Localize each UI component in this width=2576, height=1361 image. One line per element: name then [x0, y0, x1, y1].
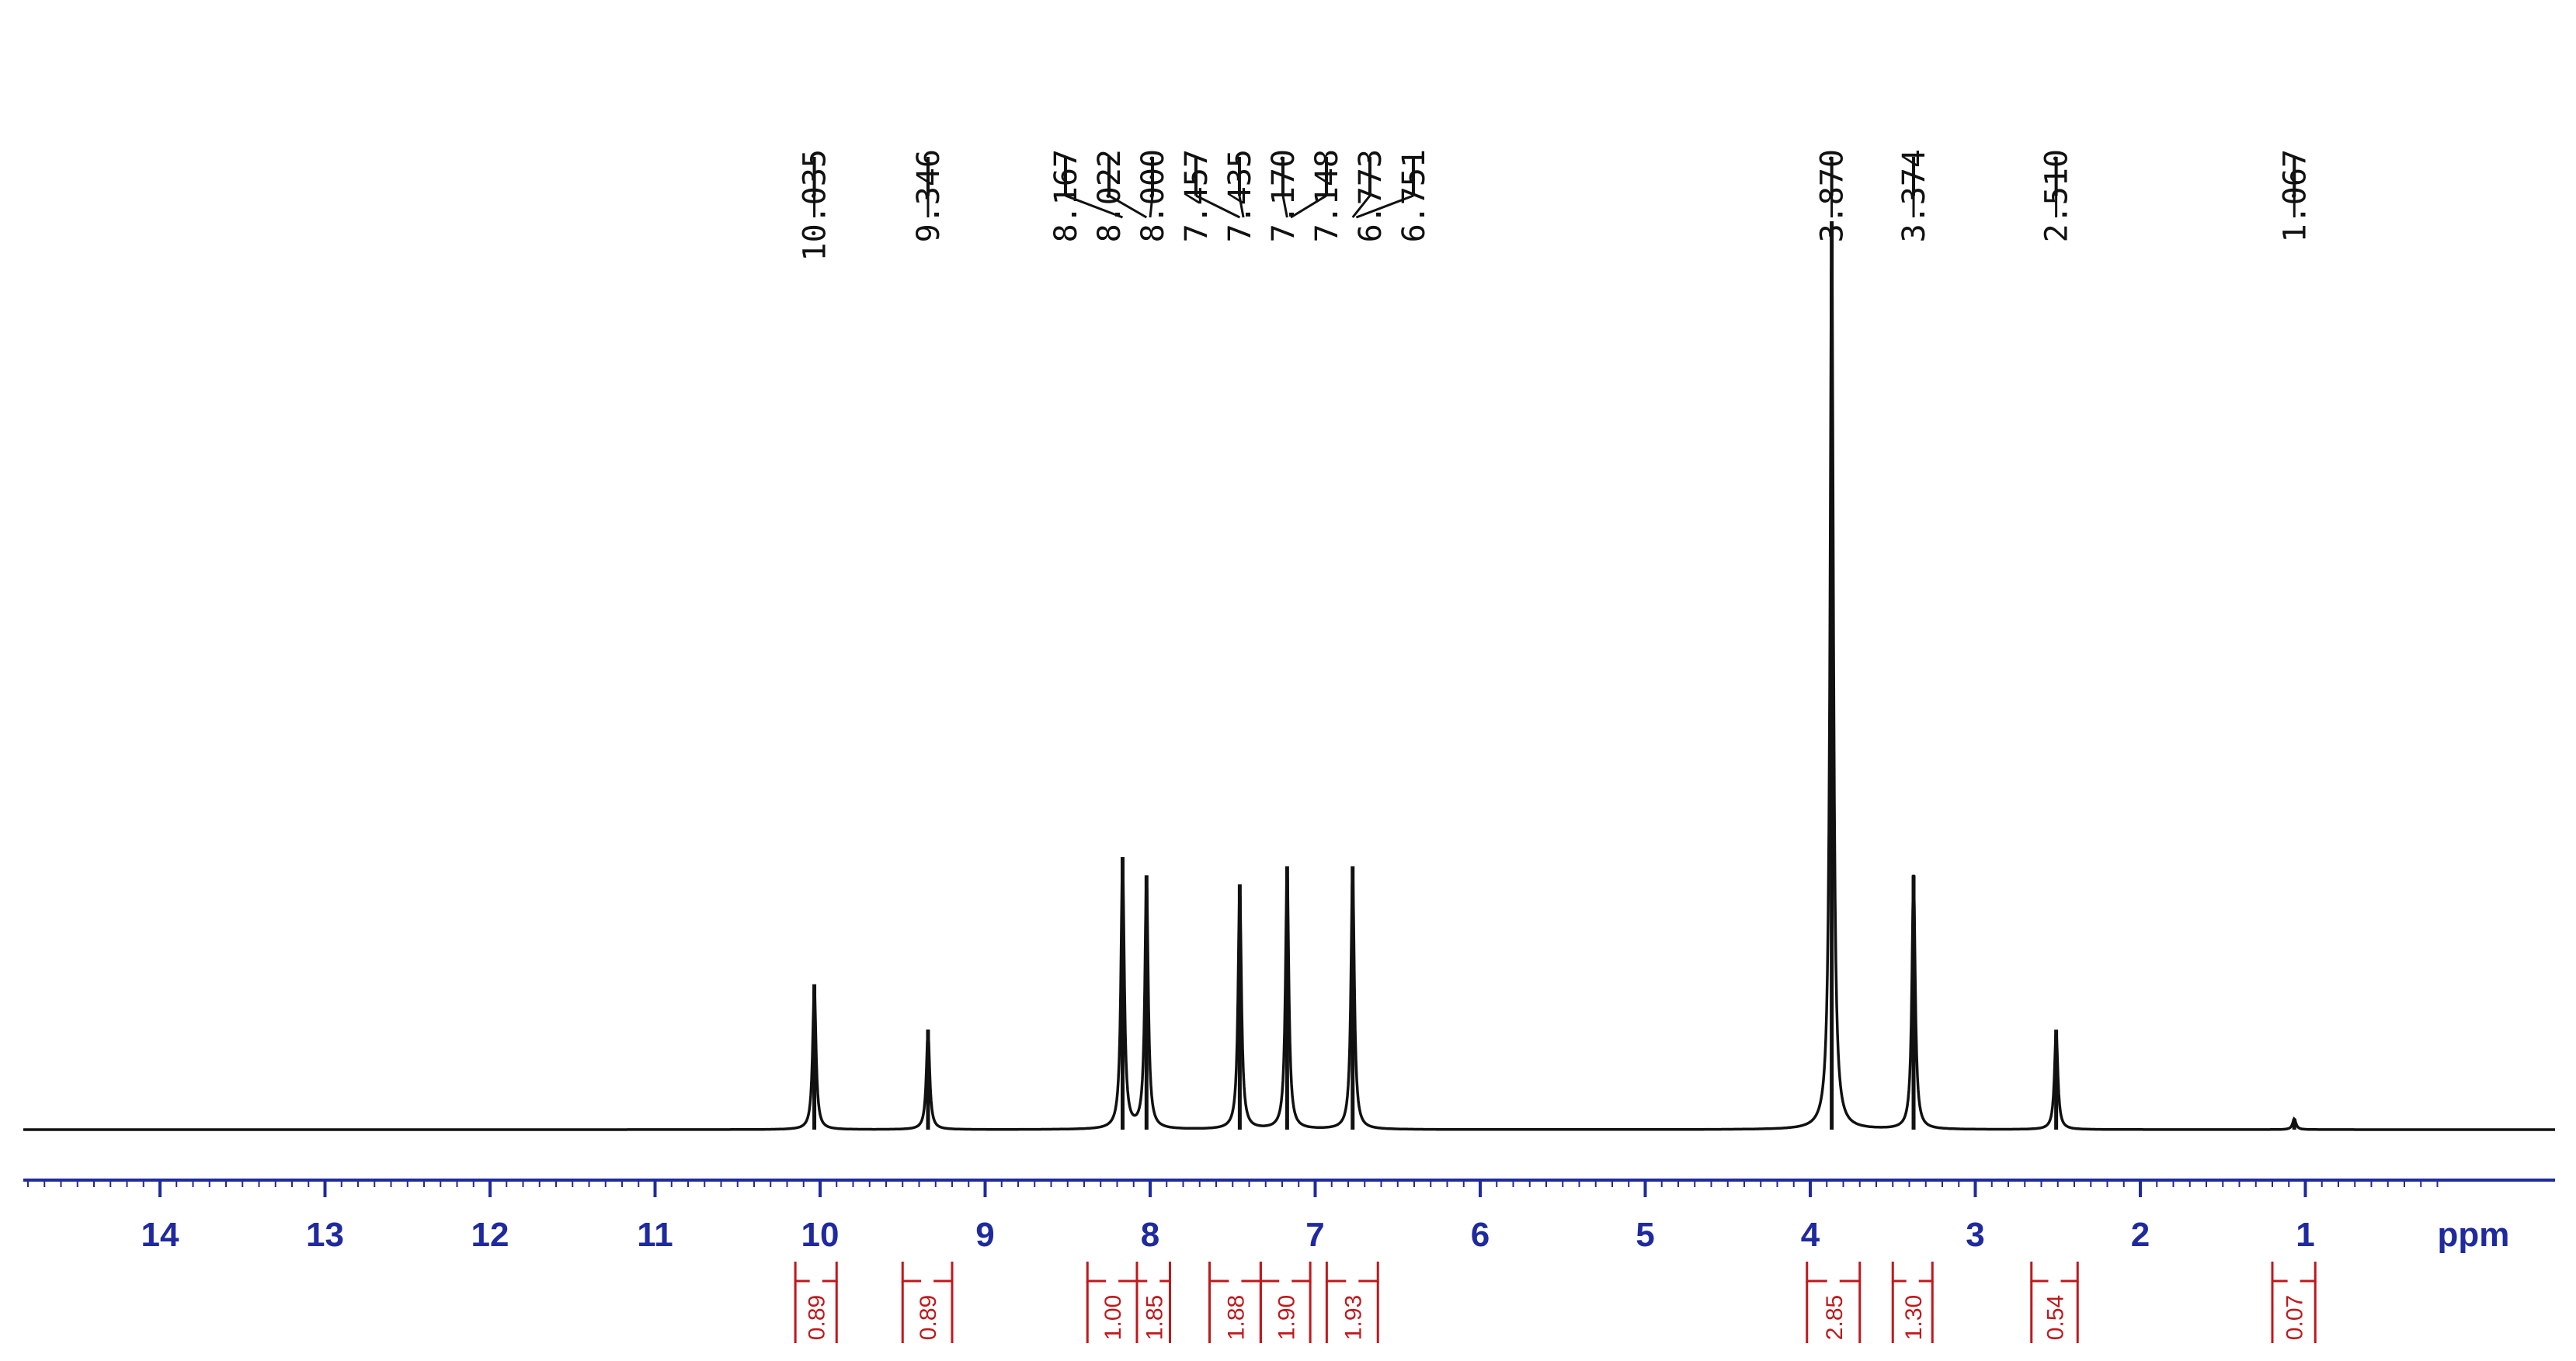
peak-label-group: 7.170: [1266, 149, 1302, 242]
peak-label-group: 8.167: [1048, 149, 1124, 242]
integral-group: 1.88: [1208, 1262, 1262, 1343]
peak-leader-slant: [1195, 194, 1241, 219]
integral-value-1.88: 1.88: [1223, 1295, 1249, 1340]
integral-value-0.54: 0.54: [2043, 1295, 2069, 1340]
peak-label-group: 10.035: [798, 149, 833, 262]
peak-leader-slant: [1290, 194, 1327, 219]
x-tick-label-2: 2: [2131, 1216, 2150, 1254]
x-tick-label-3: 3: [1966, 1216, 1984, 1254]
x-tick-label-7: 7: [1305, 1216, 1324, 1254]
peak-leader-slant: [1355, 194, 1414, 219]
integral-value-1.85: 1.85: [1142, 1295, 1167, 1340]
peak-label-group: 7.148: [1290, 149, 1345, 242]
integral-group: 1.93: [1325, 1262, 1379, 1343]
integral-value-0.89: 0.89: [805, 1295, 830, 1340]
integral-group: 1.90: [1259, 1262, 1312, 1343]
integral-value-1.93: 1.93: [1340, 1295, 1366, 1340]
peak-leader-slant: [1149, 195, 1154, 218]
integral-group: 1.00: [1086, 1262, 1139, 1343]
integral-group: 0.54: [2030, 1262, 2079, 1343]
x-axis-unit-label: ppm: [2438, 1216, 2510, 1254]
x-tick-label-13: 13: [306, 1216, 344, 1254]
integral-bracket: [2271, 1262, 2317, 1283]
x-tick-label-6: 6: [1471, 1216, 1490, 1254]
integral-value-0.89: 0.89: [916, 1295, 941, 1340]
integral-value-1.30: 1.30: [1901, 1295, 1927, 1340]
integral-bracket: [1259, 1262, 1312, 1283]
x-tick-label-12: 12: [471, 1216, 509, 1254]
integral-group: 1.85: [1135, 1262, 1171, 1343]
integral-bracket: [1325, 1262, 1379, 1283]
x-tick-label-4: 4: [1801, 1216, 1820, 1254]
integral-value-1.90: 1.90: [1274, 1295, 1299, 1340]
integral-bracket: [1086, 1262, 1139, 1283]
integral-group: 0.89: [901, 1262, 954, 1343]
integral-value-0.07: 0.07: [2282, 1295, 2308, 1340]
integral-bracket: [1806, 1262, 1862, 1283]
peak-label-group: 3.374: [1896, 149, 1932, 242]
integral-group: 1.30: [1891, 1262, 1934, 1343]
peak-label-group: 2.510: [2039, 149, 2075, 242]
x-axis: 14 13 12 11 10 9 8 7 6 5 4 3 2 1 ppm: [23, 1179, 2555, 1254]
integral-bracket: [1135, 1262, 1171, 1283]
peak-label-group: 6.773: [1351, 149, 1389, 242]
integral-group: 0.89: [794, 1262, 838, 1343]
integral-bracket: [901, 1262, 954, 1283]
integral-group: 2.85: [1806, 1262, 1862, 1343]
integral-value-1.00: 1.00: [1100, 1295, 1126, 1340]
peak-label-group: 7.457: [1179, 149, 1241, 242]
integral-bracket: [1891, 1262, 1934, 1283]
peak-label-group: 6.751: [1355, 149, 1432, 242]
peak-label-group: 1.067: [2277, 149, 2313, 242]
x-tick-label-8: 8: [1141, 1216, 1159, 1254]
integral-value-2.85: 2.85: [1822, 1295, 1848, 1340]
x-tick-label-9: 9: [975, 1216, 994, 1254]
peak-leader-slant: [1065, 194, 1124, 219]
integral-bracket: [794, 1262, 838, 1283]
peak-leader-slant: [1281, 195, 1288, 218]
integral-bracket: [1208, 1262, 1262, 1283]
integral-group: 0.07: [2271, 1262, 2317, 1343]
peak-label-group: 7.435: [1222, 149, 1258, 242]
x-tick-label-1: 1: [2296, 1216, 2314, 1254]
spectrum-layer: [23, 221, 2555, 1131]
x-tick-label-14: 14: [141, 1216, 179, 1254]
peak-label-group: 8.000: [1135, 149, 1171, 242]
peak-leader-slant: [1108, 194, 1148, 219]
x-tick-label-10: 10: [801, 1216, 840, 1254]
integral-layer: 0.89 0.89 1.00 1.85 1.88 1.90 1.93 2.85 1.30 0.54…: [794, 1262, 2317, 1343]
spectrum-line: [23, 240, 2555, 1131]
peak-label-group: 9.346: [911, 149, 947, 242]
integral-bracket: [2030, 1262, 2079, 1283]
peak-leader-slant: [1351, 195, 1371, 218]
peak-leader-slant: [1238, 195, 1245, 218]
peak-label-group: 8.022: [1092, 149, 1148, 242]
peak-label-layer: 10.035 9.346 8.1678.0228.0007.4577.4357.17…: [798, 149, 2314, 262]
x-tick-label-11: 11: [637, 1216, 673, 1254]
x-tick-label-5: 5: [1636, 1216, 1654, 1254]
